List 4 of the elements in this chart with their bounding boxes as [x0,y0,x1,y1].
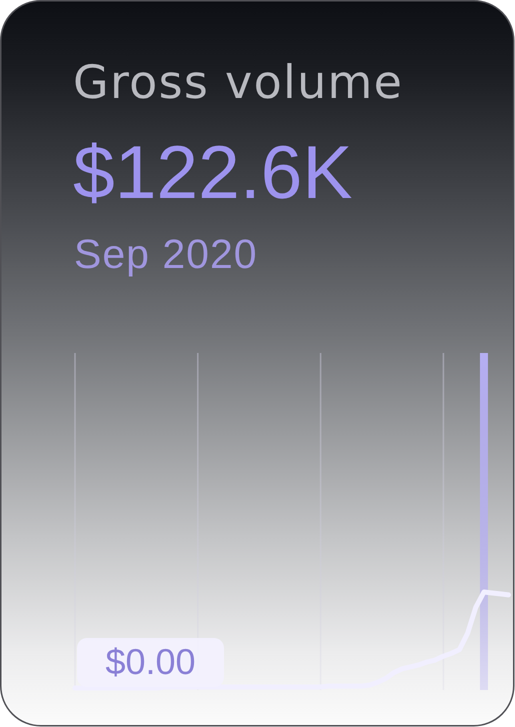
text: Sep 2020 [74,231,258,277]
chart-title: Gross volume [73,55,404,109]
chart-subtitle: $122.6K [73,130,352,214]
annotation: $0.00 [105,641,196,682]
